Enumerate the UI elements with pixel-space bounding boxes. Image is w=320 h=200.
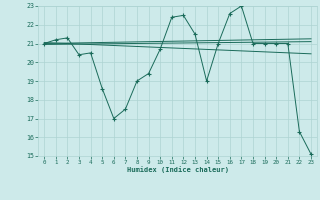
X-axis label: Humidex (Indice chaleur): Humidex (Indice chaleur) <box>127 167 228 173</box>
